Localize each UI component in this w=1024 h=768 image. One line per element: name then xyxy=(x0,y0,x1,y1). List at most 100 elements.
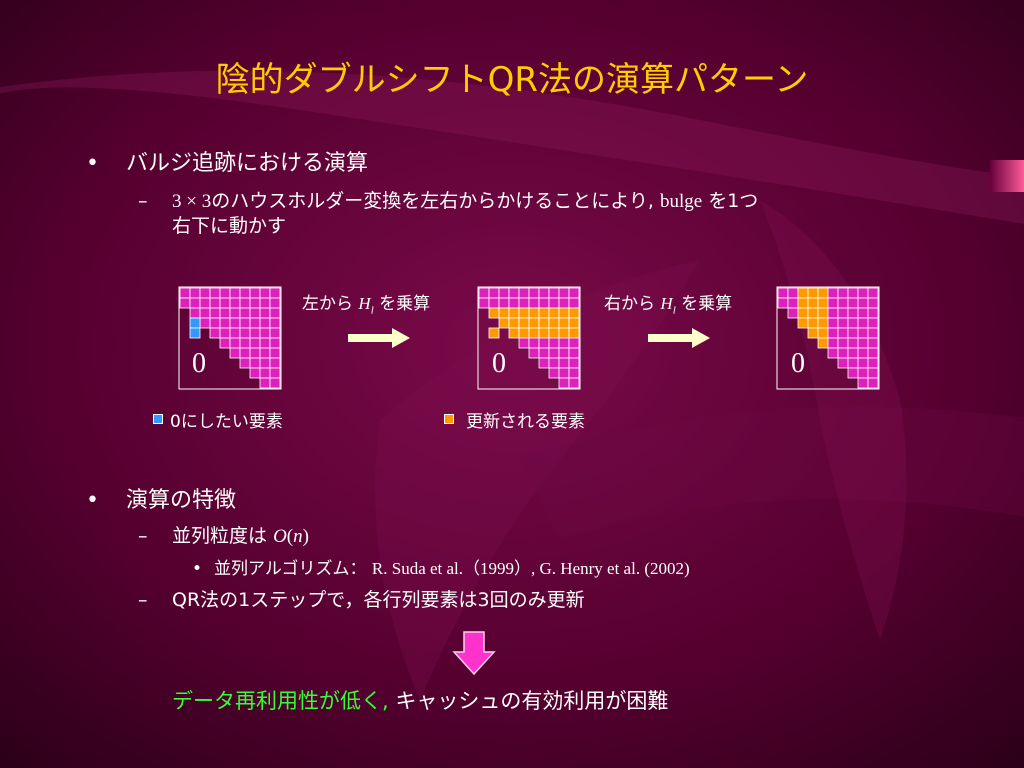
matrix-cell xyxy=(219,337,231,349)
matrix-cell xyxy=(488,287,500,299)
matrix-cell xyxy=(568,347,580,359)
sub-bullet-marker: • xyxy=(192,559,203,579)
section1-sub-text1: のハウスホルダー変換を左右からかけることにより, xyxy=(211,190,654,212)
section2-heading-text: 演算の特徴 xyxy=(126,488,237,513)
matrix-cell xyxy=(538,287,550,299)
bullet-marker-2: • xyxy=(86,488,99,513)
matrix-cell xyxy=(259,287,271,299)
section2-dash-1: – xyxy=(138,524,148,549)
matrix-cell xyxy=(837,307,849,319)
matrix-cell xyxy=(568,367,580,379)
matrix-cell xyxy=(229,327,241,339)
matrix-cell xyxy=(857,347,869,359)
section2-sub1-paren-close: ) xyxy=(302,526,309,547)
matrix-cell xyxy=(548,357,560,369)
section2-sub-bullet: • xyxy=(192,558,202,580)
matrix-cell xyxy=(787,287,799,299)
matrix-cell xyxy=(857,287,869,299)
matrix-cell xyxy=(837,357,849,369)
matrix-cell xyxy=(847,307,859,319)
bullet-section2: • xyxy=(86,487,99,515)
label-left-post: を乗算 xyxy=(379,294,431,314)
matrix-cell xyxy=(269,377,281,389)
matrix-cell xyxy=(199,307,211,319)
matrix-cell xyxy=(269,327,281,339)
matrix-cell xyxy=(518,327,530,339)
matrix-cell xyxy=(548,317,560,329)
matrix-cell xyxy=(797,317,809,329)
bullet-section1: • xyxy=(86,150,99,178)
zero-label-3: 0 xyxy=(791,348,805,379)
conclusion: データ再利用性が低く, キャッシュの有効利用が困難 xyxy=(172,687,668,715)
matrix-cell xyxy=(239,307,251,319)
label-right-pre: 右から xyxy=(604,294,655,314)
section2-sub1-paren-open: ( xyxy=(286,526,294,547)
matrix-cell xyxy=(528,337,540,349)
matrix-cell xyxy=(239,357,251,369)
matrix-cell xyxy=(817,307,829,319)
label-left-H: H xyxy=(358,294,371,313)
matrix-cell xyxy=(568,337,580,349)
dash-marker-2: – xyxy=(138,525,148,547)
matrix-cell xyxy=(538,297,550,309)
matrix-cell xyxy=(219,297,231,309)
matrix-cell xyxy=(498,307,510,319)
matrix-cell xyxy=(558,327,570,339)
matrix-cell xyxy=(807,307,819,319)
matrix-cell xyxy=(259,307,271,319)
matrix-frame xyxy=(178,286,282,390)
matrix-cell xyxy=(837,337,849,349)
matrix-cell xyxy=(837,297,849,309)
matrix-cell xyxy=(239,297,251,309)
matrix-cell xyxy=(867,377,879,389)
matrix-cell xyxy=(558,317,570,329)
matrix-cell xyxy=(847,327,859,339)
matrix-cell xyxy=(269,347,281,359)
matrix-cell xyxy=(817,327,829,339)
matrix-cell xyxy=(827,327,839,339)
matrix-cell xyxy=(209,307,221,319)
matrix-cell xyxy=(249,327,261,339)
matrix-cell xyxy=(847,357,859,369)
matrix-cell xyxy=(239,347,251,359)
matrix-cell xyxy=(777,287,789,299)
matrix-cell xyxy=(568,307,580,319)
matrix-cell xyxy=(837,287,849,299)
matrix-cell xyxy=(548,347,560,359)
matrix-cell xyxy=(787,307,799,319)
matrix-cell xyxy=(568,297,580,309)
legend-orange-swatch xyxy=(444,414,454,424)
matrix-cell xyxy=(827,347,839,359)
matrix-cell xyxy=(867,327,879,339)
matrix-cell xyxy=(568,377,580,389)
matrix-cell xyxy=(548,307,560,319)
matrix-cell xyxy=(249,347,261,359)
matrix-cell xyxy=(827,307,839,319)
matrix-cell xyxy=(847,347,859,359)
matrix-cell xyxy=(488,307,500,319)
matrix-cell xyxy=(478,287,490,299)
matrix-cell xyxy=(249,307,261,319)
section1-sub-text3: 右下に動かす xyxy=(172,215,287,237)
matrix-cell xyxy=(807,287,819,299)
slide-title-text: 陰的ダブルシフトQR法の演算パターン xyxy=(215,60,809,100)
label-right-H: H xyxy=(660,294,673,313)
matrix-cell xyxy=(249,317,261,329)
matrix-cell xyxy=(827,287,839,299)
matrix-cell xyxy=(558,297,570,309)
matrix-cell xyxy=(498,297,510,309)
matrix-cell xyxy=(269,297,281,309)
matrix-cell xyxy=(558,347,570,359)
matrix-cell xyxy=(857,317,869,329)
section2-subitem-1: 並列粒度は O(n) xyxy=(172,524,309,549)
matrix-cell xyxy=(518,307,530,319)
dash-marker: – xyxy=(138,190,148,212)
matrix-cell xyxy=(518,297,530,309)
matrix-cell xyxy=(528,287,540,299)
section2-sub1-O: O xyxy=(273,526,287,547)
matrix-cell xyxy=(568,357,580,369)
matrix-cell xyxy=(498,317,510,329)
legend-blue-label: 0にしたい要素 xyxy=(170,412,283,432)
label-left-pre: 左から xyxy=(302,294,353,314)
